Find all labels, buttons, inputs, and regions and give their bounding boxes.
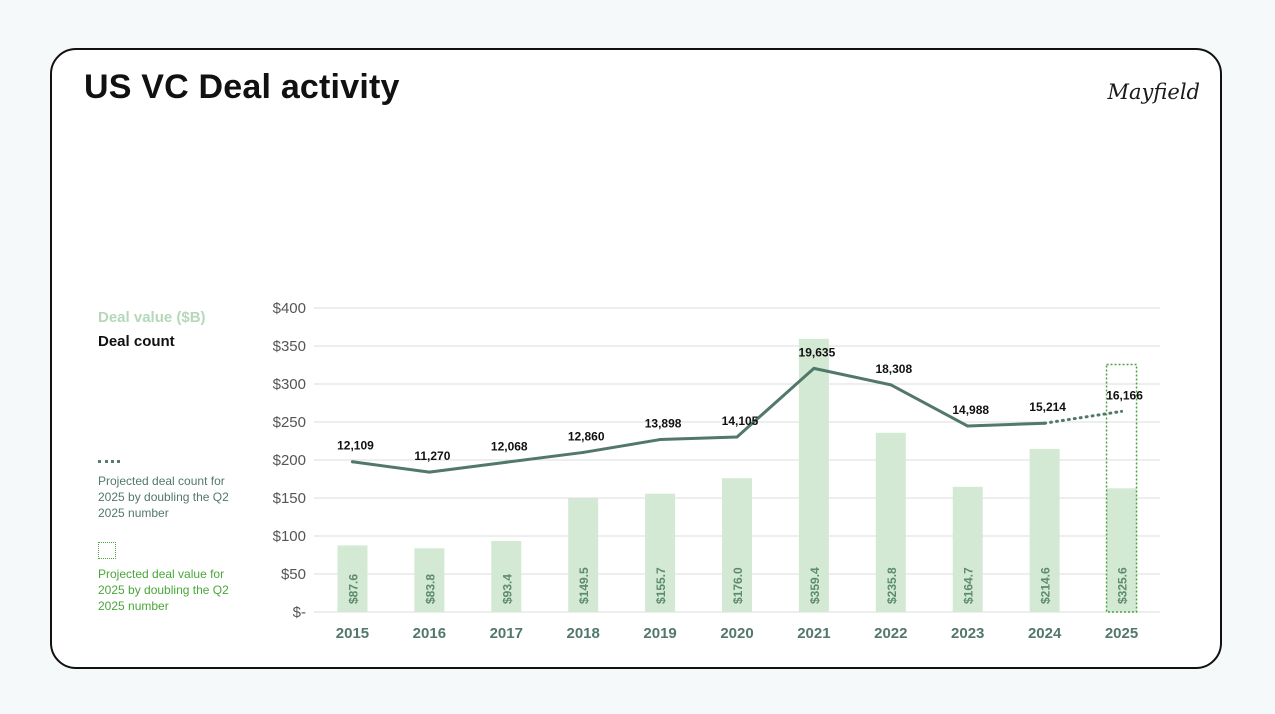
x-tick-label: 2016 [413,625,446,642]
y-tick-label: $200 [273,452,306,469]
y-tick-label: $400 [273,300,306,317]
bar [568,498,599,612]
bar-value-label: $93.4 [500,574,514,604]
note-projected-value: Projected deal value for 2025 by doublin… [98,567,229,613]
bar-value-label: $155.7 [654,567,668,604]
bar [798,338,829,612]
x-tick-label: 2022 [874,625,907,642]
bar-value-label: $214.6 [1039,567,1053,604]
bar [491,541,522,612]
deal-count-label: 19,635 [799,345,836,359]
deal-count-label: 12,109 [337,439,374,453]
deal-count-label: 16,166 [1106,388,1143,402]
y-tick-label: $350 [273,338,306,355]
y-tick-label: $300 [273,376,306,393]
deal-count-point [966,424,970,428]
deal-count-projected-line [1043,409,1124,425]
x-tick-label: 2025 [1105,625,1138,642]
y-tick-label: $150 [273,490,306,507]
bar-value-label: $235.8 [885,567,899,604]
legend-dotted-line-icon [98,460,120,463]
x-tick-label: 2020 [720,625,753,642]
deal-count-point [812,366,816,370]
x-tick-label: 2017 [490,625,523,642]
mayfield-logo: Mayfield [1107,80,1200,104]
legend-deal-count: Deal count [98,333,175,350]
deal-count-line [350,366,1047,474]
bar [337,545,368,612]
bar-projection-outline [1105,363,1138,613]
bar [952,486,983,612]
x-tick-label: 2015 [336,625,369,642]
deal-count-label: 12,860 [568,429,605,443]
bar-value-label: $325.6 [1116,567,1130,604]
x-tick-label: 2023 [951,625,984,642]
bar [414,548,445,612]
bar-value-label: $164.7 [962,567,976,604]
deal-count-point [504,460,508,464]
bar [722,478,752,612]
x-tick-label: 2021 [797,625,830,642]
x-tick-label: 2024 [1028,625,1062,642]
bar-value-label: $83.8 [423,574,437,604]
deal-count-point [427,470,431,474]
deal-count-label: 13,898 [645,417,682,431]
deal-count-label: 18,308 [875,362,912,376]
bar [1029,448,1060,612]
bar-value-label: $176.0 [731,567,745,604]
legend-dotted-box-icon [98,542,116,559]
deal-count-point [350,460,354,464]
deal-count-point [889,383,893,387]
x-tick-label: 2019 [643,625,676,642]
deal-count-point [735,435,739,439]
y-tick-label: $50 [281,566,306,583]
bar [1106,488,1137,612]
bar [645,493,676,612]
page-title: US VC Deal activity [84,68,400,106]
bar-value-label: $87.6 [346,574,360,604]
deal-count-point [1120,409,1124,413]
chart-card: US VC Deal activity Mayfield Deal value … [50,48,1222,669]
deal-count-label: 14,105 [722,414,759,428]
deal-count-point [1043,421,1047,425]
bar [875,432,906,612]
note-projected-count: Projected deal count for 2025 by doublin… [98,474,229,520]
y-tick-label: $250 [273,414,306,431]
deal-count-label: 11,270 [414,449,450,463]
y-tick-label: $- [293,604,306,621]
x-tick-label: 2018 [566,625,599,642]
bar-value-label: $359.4 [808,567,822,604]
deal-activity-chart: $400 $350 $300 $250 $200 $150 $100 $50 $- $87.6 $8… [273,300,1160,642]
bar-value-label: $149.5 [577,567,591,604]
deal-count-label: 12,068 [491,439,528,453]
legend-deal-value: Deal value ($B) [98,309,206,326]
deal-count-label: 15,214 [1029,400,1066,414]
deal-count-point [581,450,585,454]
y-tick-label: $100 [273,528,306,545]
deal-count-label: 14,988 [952,403,989,417]
deal-count-point [658,438,662,442]
